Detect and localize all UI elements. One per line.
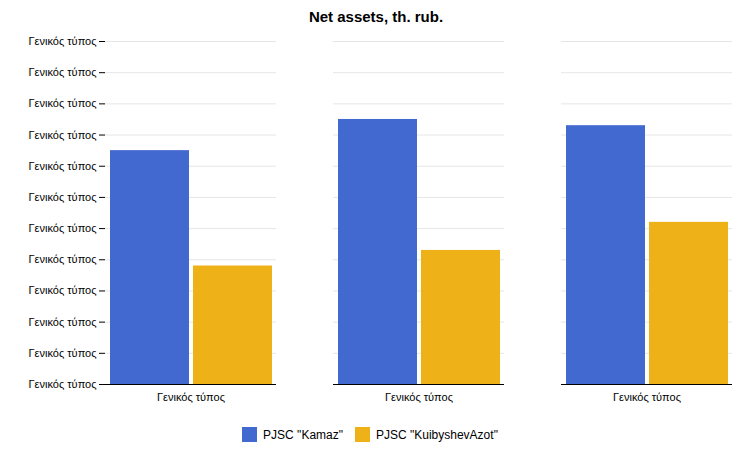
svg-text:Γενικός τύπος: Γενικός τύπος — [29, 97, 97, 109]
html-text:Net assets, th. rub.: Net assets, th. rub. — [308, 8, 444, 25]
svg-text:Γενικός τύπος: Γενικός τύπος — [29, 222, 97, 234]
html-text:PJSC "KuibyshevAzot": PJSC "KuibyshevAzot" — [376, 427, 498, 442]
svg-text:Γενικός τύπος: Γενικός τύπος — [29, 316, 97, 328]
svg-text:Γενικός τύπος: Γενικός τύπος — [613, 391, 681, 403]
svg-text:Γενικός τύπος: Γενικός τύπος — [29, 160, 97, 172]
svg-text:Γενικός τύπος: Γενικός τύπος — [29, 191, 97, 203]
svg-text:Γενικός τύπος: Γενικός τύπος — [29, 347, 97, 359]
svg-text:Γενικός τύπος: Γενικός τύπος — [29, 378, 97, 390]
svg-text:Γενικός τύπος: Γενικός τύπος — [157, 391, 225, 403]
svg-text:Γενικός τύπος: Γενικός τύπος — [385, 391, 453, 403]
svg-text:Γενικός τύπος: Γενικός τύπος — [29, 129, 97, 141]
html-text:PJSC "Kamaz": PJSC "Kamaz" — [263, 427, 343, 442]
svg-text:Γενικός τύπος: Γενικός τύπος — [29, 284, 97, 296]
svg-text:Γενικός τύπος: Γενικός τύπος — [29, 35, 97, 47]
svg-text:Γενικός τύπος: Γενικός τύπος — [29, 66, 97, 78]
svg-text:Γενικός τύπος: Γενικός τύπος — [29, 253, 97, 265]
